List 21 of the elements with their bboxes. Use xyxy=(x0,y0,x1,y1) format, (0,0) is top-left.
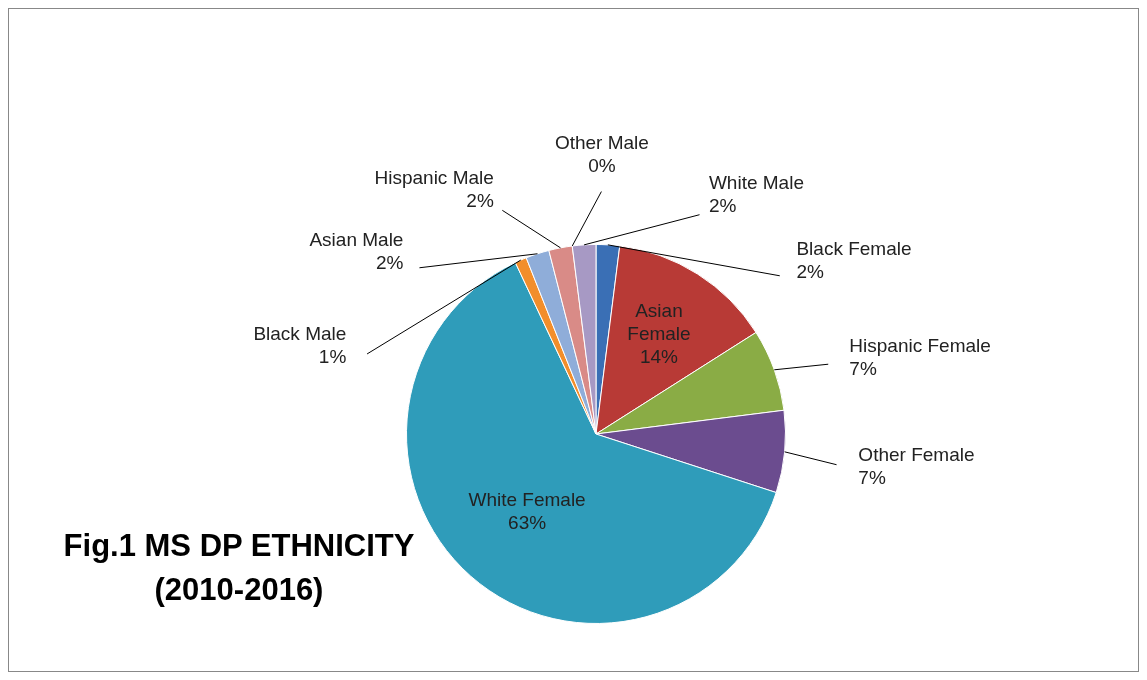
slice-label: Asian Male xyxy=(309,229,404,251)
slice-label: Asian Female xyxy=(627,300,691,345)
data-label: 63% xyxy=(508,511,547,533)
data-label: 2% xyxy=(375,252,404,274)
data-label: 14% xyxy=(639,346,679,368)
slice-label: Other Female xyxy=(858,444,975,466)
slice-label: Hispanic Female xyxy=(849,334,991,356)
data-label: 2% xyxy=(708,194,737,216)
slice-label: White Female xyxy=(468,488,586,510)
slice-label: Black Male xyxy=(253,323,347,345)
data-label: 7% xyxy=(849,357,877,379)
slice-label: White Male xyxy=(708,171,804,193)
category-label: Other Male xyxy=(554,132,649,154)
text: Fig.1 MS DP ETHNICITY (2010-2016) xyxy=(62,527,416,609)
slice-label: Black Female xyxy=(796,238,912,260)
data-label: 2% xyxy=(796,261,825,283)
data-label: 7% xyxy=(858,467,886,489)
text: 0% xyxy=(588,155,616,177)
data-label: 2% xyxy=(466,189,494,211)
slice-label: Hispanic Male xyxy=(374,166,494,188)
data-label: 1% xyxy=(318,346,347,368)
